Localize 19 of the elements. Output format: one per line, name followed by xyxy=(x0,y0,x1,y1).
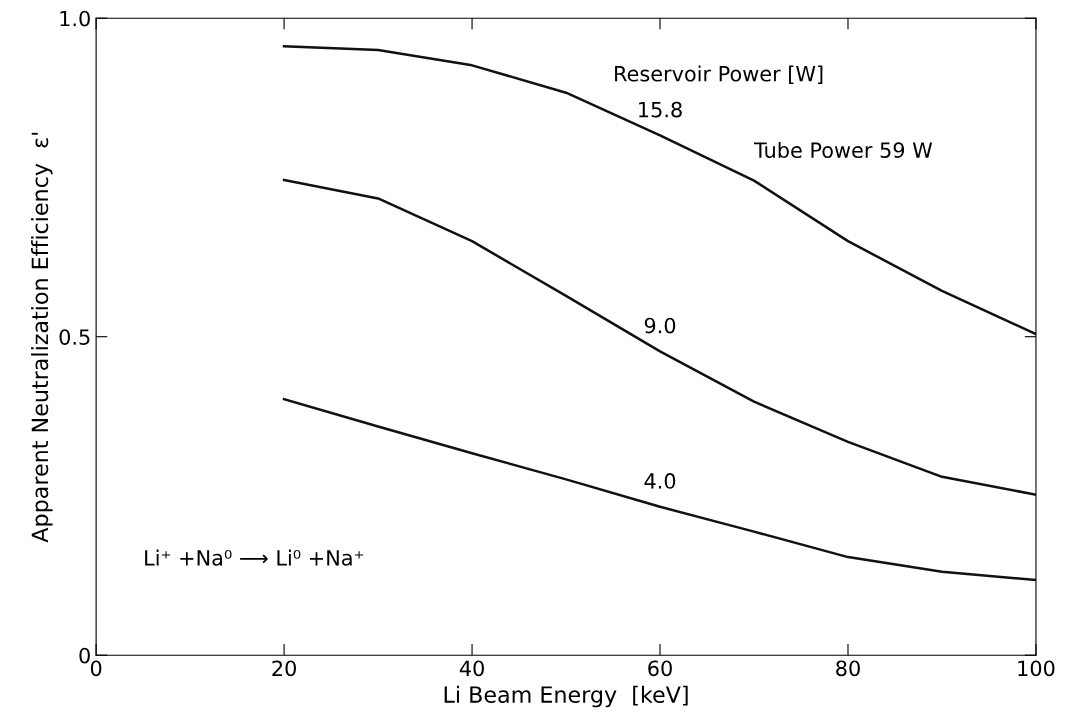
x-tick-label: 20 xyxy=(272,660,296,677)
x-axis-title: Li Beam Energy [keV] xyxy=(444,685,688,708)
x-tick-label: 100 xyxy=(1018,660,1055,677)
y-tick-label: 0.5 xyxy=(59,329,90,345)
x-tick-label: 40 xyxy=(459,660,484,677)
annotation: Reservoir Power [W] xyxy=(615,65,823,85)
y-tick-label: 1.0 xyxy=(60,10,90,27)
y-tick-label: 0 xyxy=(79,647,90,664)
x-tick-label: 60 xyxy=(648,660,672,677)
line-series xyxy=(282,44,1036,336)
y-axis-title: Apparent Neutralization Efficiency ε' xyxy=(31,132,53,543)
line-series xyxy=(282,178,1036,496)
series-label: 9.0 xyxy=(644,317,676,334)
x-tick-label: 80 xyxy=(836,660,860,677)
annotation: Li⁺ +Na⁰ ⟶ Li⁰ +Na⁺ xyxy=(145,549,364,566)
x-tick-label: 0 xyxy=(90,660,102,677)
annotation: Tube Power 59 W xyxy=(753,141,933,159)
series-label: 4.0 xyxy=(644,473,676,489)
series-label: 15.8 xyxy=(639,101,682,118)
